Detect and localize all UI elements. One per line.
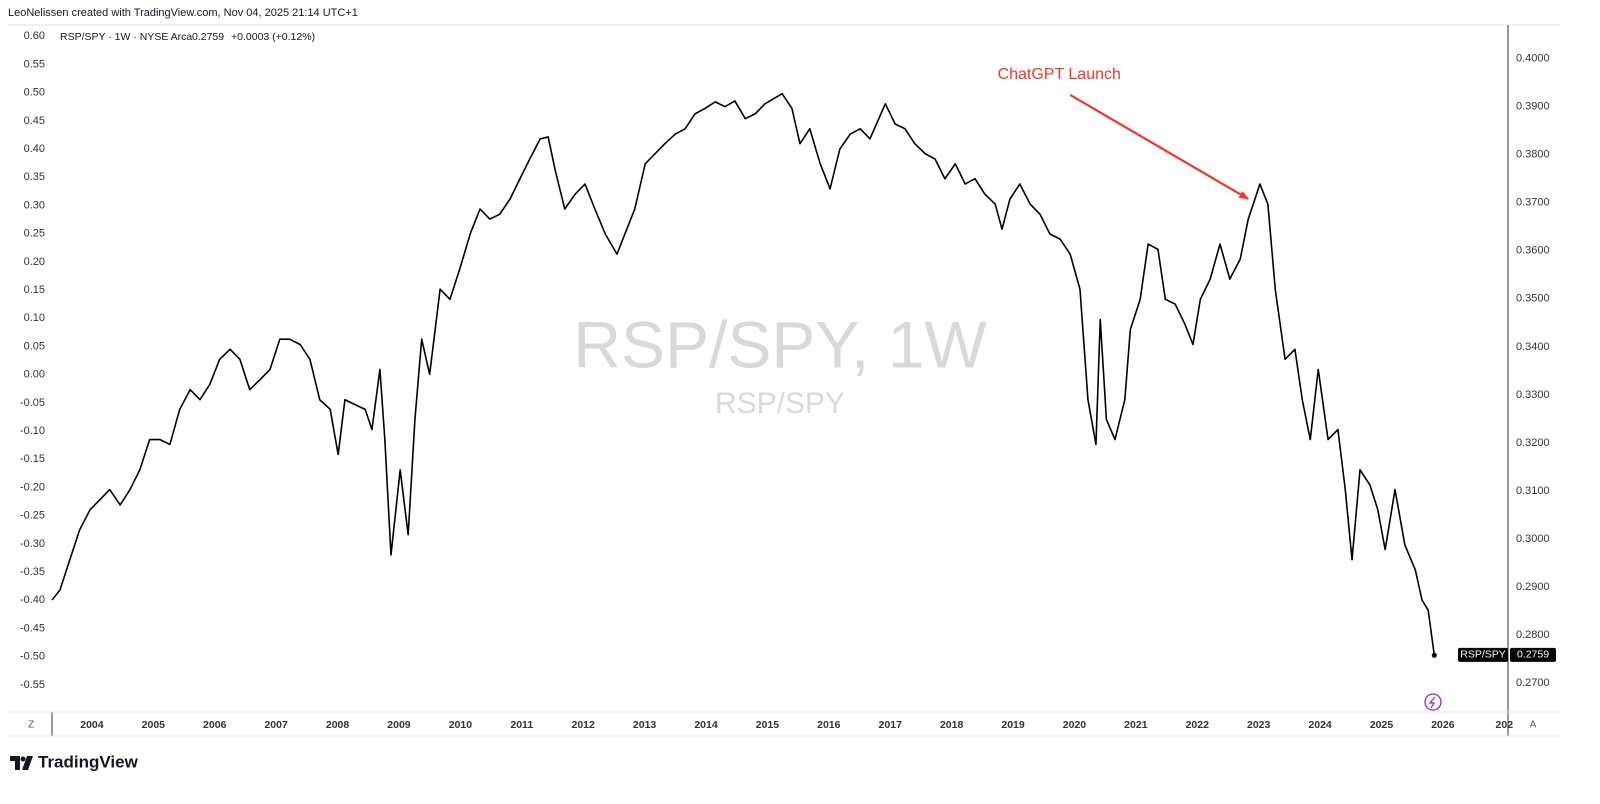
x-tick-label: 2011 [510,719,533,731]
x-tick-label: 2006 [203,719,227,731]
alert-icon[interactable] [1424,693,1442,711]
y-tick-label: 0.45 [24,115,45,127]
watermark: RSP/SPY, 1W [573,307,987,381]
y2-tick-label: 0.4000 [1516,53,1550,65]
logo-text: TradingView [38,752,139,771]
y2-tick-label: 0.3400 [1516,341,1550,353]
y2-tick-label: 0.3700 [1516,197,1550,209]
x-tick-label: 2012 [572,719,596,731]
y-tick-label: -0.45 [20,622,45,634]
y2-tick-label: 0.2800 [1516,629,1550,641]
button-z[interactable]: Z [28,720,34,731]
y-tick-label: -0.40 [20,594,45,606]
y2-tick-label: 0.2900 [1516,581,1550,593]
x-tick-label: 2007 [264,719,288,731]
x-tick-label: 2019 [1001,719,1025,731]
header: LeoNelissen created with TradingView.com… [8,7,358,19]
last-point [1431,652,1437,658]
y-tick-label: -0.50 [20,651,45,663]
price-line [51,92,1436,656]
y2-tick-label: 0.3000 [1516,533,1550,545]
y2-tick-label: 0.3300 [1516,389,1550,401]
x-tick-label: 2025 [1370,719,1394,731]
y-tick-label: 0.55 [24,58,45,70]
x-tick-label: 2013 [633,719,657,731]
logo[interactable]: TradingView [10,752,139,771]
y-tick-label: -0.55 [20,679,45,691]
legend-value: 0.2759 [192,31,224,43]
y-tick-label: 0.30 [24,199,45,211]
y2-tick-label: 0.2700 [1516,677,1550,689]
y-tick-label: 0.50 [24,87,45,99]
x-tick-label: 2010 [449,719,473,731]
price-tag-name-bg [1458,647,1508,662]
x-tick-label: 2008 [326,719,350,731]
y-tick-label: 0.60 [24,30,45,42]
y-tick-label: 0.40 [24,143,45,155]
y-tick-label: -0.15 [20,453,45,465]
watermark-subtitle: RSP/SPY [715,387,845,420]
y2-tick-label: 0.3100 [1516,485,1550,497]
legend-title: RSP/SPY · 1W · NYSE Arca [60,31,192,43]
x-tick-label: 2024 [1308,719,1332,731]
y-tick-label: 0.05 [24,340,45,352]
y-tick-label: 0.35 [24,171,45,183]
x-tick-label: 2016 [817,719,841,731]
y2-tick-label: 0.3200 [1516,437,1550,449]
y-tick-label: -0.05 [20,397,45,409]
y-tick-label: 0.25 [24,228,45,240]
price-tag-value: 0.2759 [1517,649,1549,661]
y-tick-label: -0.35 [20,566,45,578]
y2-tick-label: 0.3800 [1516,149,1550,161]
price-tag-value-bg [1510,647,1556,662]
x-tick-label: 2023 [1247,719,1271,731]
y-tick-label: 0.00 [24,369,45,381]
y-tick-label: -0.10 [20,425,45,437]
y2-tick-label: 0.3600 [1516,245,1550,257]
y-tick-label: -0.25 [20,510,45,522]
x-tick-label: 2026 [1431,719,1455,731]
x-tick-label: 2015 [756,719,780,731]
y2-tick-label: 0.3500 [1516,293,1550,305]
button-a[interactable]: A [1530,720,1537,731]
price-tag-name: RSP/SPY [1460,649,1506,661]
y-tick-label: 0.15 [24,284,45,296]
x-tick-label: 2017 [879,719,903,731]
x-tick-label: 2014 [694,719,718,731]
legend-change: +0.0003 (+0.12%) [231,31,315,43]
annotation-text: ChatGPT Launch [998,66,1121,83]
x-tick-label: 2022 [1186,719,1210,731]
y-tick-label: 0.10 [24,312,45,324]
y-tick-label: 0.20 [24,256,45,268]
y2-tick-label: 0.3900 [1516,101,1550,113]
x-tick-label: 2020 [1063,719,1087,731]
x-tick-label: 2021 [1124,719,1148,731]
x-tick-label: 202 [1496,719,1514,731]
annotation-arrow [1069,93,1250,200]
x-tick-label: 2004 [80,719,104,731]
x-tick-label: 2009 [387,719,411,731]
y-tick-label: -0.30 [20,538,45,550]
y-tick-label: -0.20 [20,481,45,493]
x-tick-label: 2005 [142,719,166,731]
x-tick-label: 2018 [940,719,964,731]
